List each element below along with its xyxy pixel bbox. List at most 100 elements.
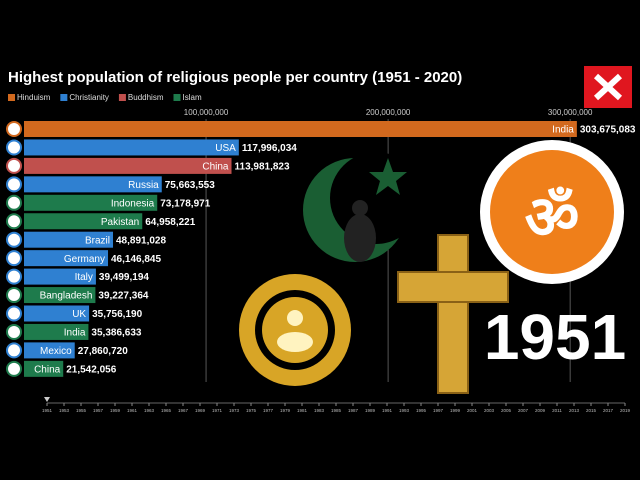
timeline-tick-label: 1951 bbox=[42, 408, 53, 413]
category-label: India bbox=[552, 125, 574, 136]
hinduism-symbol: ॐ bbox=[480, 140, 624, 284]
category-label: Indonesia bbox=[111, 198, 155, 209]
timeline-tick-label: 2005 bbox=[501, 408, 512, 413]
legend-label: Christianity bbox=[69, 93, 109, 102]
timeline-tick-label: 1981 bbox=[297, 408, 308, 413]
timeline-tick-label: 1989 bbox=[365, 408, 376, 413]
timeline-tick-label: 2007 bbox=[518, 408, 529, 413]
islam-symbol bbox=[303, 152, 422, 262]
value-label: 117,996,034 bbox=[242, 143, 297, 154]
year-label: 1951 bbox=[484, 301, 626, 373]
value-label: 27,860,720 bbox=[78, 346, 128, 357]
legend-swatch bbox=[173, 94, 181, 101]
religion-icon bbox=[6, 360, 22, 377]
value-label: 21,542,056 bbox=[66, 364, 116, 375]
bar bbox=[24, 121, 577, 137]
timeline-tick-label: 2019 bbox=[620, 408, 631, 413]
timeline-tick-label: 1971 bbox=[212, 408, 223, 413]
bar bbox=[24, 323, 89, 340]
timeline-tick-label: 1995 bbox=[416, 408, 427, 413]
value-label: 48,891,028 bbox=[116, 235, 166, 246]
timeline: 1951 1953 1955 1957 1959 1961 1963 1965 1967 1969… bbox=[42, 397, 631, 413]
religion-icon bbox=[6, 121, 22, 137]
timeline-tick-label: 1993 bbox=[399, 408, 410, 413]
timeline-tick-label: 2017 bbox=[603, 408, 614, 413]
bar bbox=[24, 157, 232, 174]
timeline-tick-label: 1957 bbox=[93, 408, 104, 413]
timeline-tick-label: 1999 bbox=[450, 408, 461, 413]
x-tick-label: 200,000,000 bbox=[366, 108, 411, 117]
bar bbox=[24, 176, 162, 193]
bars: India 303,675,083 USA 117,996,034 Russia 75,6… bbox=[6, 121, 636, 377]
timeline-tick-label: 1983 bbox=[314, 408, 325, 413]
timeline-marker bbox=[44, 397, 50, 402]
timeline-tick-label: 1987 bbox=[348, 408, 359, 413]
timeline-tick-label: 2001 bbox=[467, 408, 478, 413]
value-label: 39,499,194 bbox=[99, 272, 149, 283]
bar bbox=[24, 342, 75, 359]
religion-icon bbox=[6, 157, 22, 174]
bar bbox=[24, 305, 90, 322]
bar bbox=[24, 231, 114, 248]
brand-logo bbox=[584, 66, 632, 108]
religion-icon bbox=[6, 323, 22, 340]
bar bbox=[24, 194, 158, 211]
timeline-tick-label: 1969 bbox=[195, 408, 206, 413]
timeline-tick-label: 2003 bbox=[484, 408, 495, 413]
legend-swatch bbox=[118, 94, 126, 101]
category-label: UK bbox=[72, 309, 86, 320]
religion-icon bbox=[6, 250, 22, 267]
religion-icon bbox=[6, 287, 22, 304]
timeline-tick-label: 1973 bbox=[229, 408, 240, 413]
category-label: Mexico bbox=[40, 346, 72, 357]
buddhism-symbol bbox=[239, 274, 351, 386]
legend-label: Hinduism bbox=[17, 93, 51, 102]
timeline-tick-label: 1961 bbox=[127, 408, 138, 413]
value-label: 35,386,633 bbox=[91, 328, 141, 339]
timeline-tick-label: 1997 bbox=[433, 408, 444, 413]
timeline-tick-label: 2009 bbox=[535, 408, 546, 413]
timeline-tick-label: 2015 bbox=[586, 408, 597, 413]
category-label: India bbox=[64, 328, 86, 339]
legend-label: Buddhism bbox=[128, 93, 164, 102]
category-label: China bbox=[34, 364, 61, 375]
religion-icon bbox=[6, 305, 22, 322]
religion-icon bbox=[6, 268, 22, 285]
category-label: Italy bbox=[75, 272, 93, 283]
timeline-tick-label: 1953 bbox=[59, 408, 70, 413]
value-label: 113,981,823 bbox=[235, 162, 290, 173]
timeline-tick-label: 1959 bbox=[110, 408, 121, 413]
legend-label: Islam bbox=[183, 93, 202, 102]
religion-icon bbox=[6, 231, 22, 248]
timeline-tick-label: 1967 bbox=[178, 408, 189, 413]
timeline-tick-label: 1963 bbox=[144, 408, 155, 413]
x-tick-label: 100,000,000 bbox=[184, 108, 229, 117]
timeline-tick-label: 1965 bbox=[161, 408, 172, 413]
legend-swatch bbox=[60, 94, 68, 101]
timeline-tick-label: 1977 bbox=[263, 408, 274, 413]
religion-icon bbox=[6, 342, 22, 359]
value-label: 75,663,553 bbox=[165, 180, 215, 191]
category-label: Bangladesh bbox=[40, 291, 93, 302]
bar bbox=[24, 360, 64, 377]
timeline-tick-label: 1975 bbox=[246, 408, 257, 413]
bar bbox=[24, 268, 96, 285]
value-label: 73,178,971 bbox=[160, 198, 210, 209]
category-label: Brazil bbox=[85, 235, 110, 246]
timeline-tick-label: 1955 bbox=[76, 408, 87, 413]
bar bbox=[24, 139, 239, 156]
value-label: 46,146,845 bbox=[111, 254, 161, 265]
timeline-tick-label: 1979 bbox=[280, 408, 291, 413]
timeline-tick-label: 2011 bbox=[552, 408, 562, 413]
bar bbox=[24, 287, 96, 304]
timeline-tick-label: 1991 bbox=[382, 408, 393, 413]
religion-icon bbox=[6, 176, 22, 193]
category-label: China bbox=[202, 162, 229, 173]
chart-title: Highest population of religious people p… bbox=[8, 69, 462, 86]
value-label: 35,756,190 bbox=[92, 309, 142, 320]
category-label: Russia bbox=[128, 180, 159, 191]
bar bbox=[24, 213, 143, 230]
value-label: 39,227,364 bbox=[98, 291, 148, 302]
